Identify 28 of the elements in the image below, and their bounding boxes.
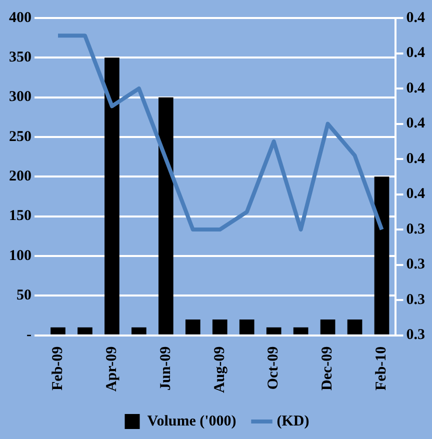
x-tick-label: Apr-09 bbox=[104, 346, 120, 392]
x-tick-label: Dec-09 bbox=[320, 346, 336, 390]
y-tick-label: 350 bbox=[9, 50, 32, 66]
y2-tick-label: 0.4 bbox=[406, 150, 426, 167]
y-tick-label: 100 bbox=[9, 248, 32, 264]
x-tick-label: Oct-09 bbox=[266, 346, 282, 390]
y2-tick-label: 0.4 bbox=[406, 186, 426, 202]
y-tick-label: - bbox=[26, 327, 32, 344]
y-tick-label: 50 bbox=[16, 288, 32, 304]
y2-tick-label: 0.3 bbox=[406, 256, 425, 273]
x-tick-label: Feb-10 bbox=[374, 346, 390, 390]
y-tick-label: 200 bbox=[9, 168, 32, 185]
x-tick-label: Feb-09 bbox=[50, 346, 66, 390]
y2-tick-label: 0.3 bbox=[406, 327, 425, 344]
legend-label: Volume ('000) bbox=[147, 413, 236, 430]
y2-tick-label: 0.4 bbox=[406, 116, 426, 132]
x-tick-label: Jun-09 bbox=[158, 346, 174, 391]
y2-tick-label: 0.4 bbox=[406, 10, 426, 26]
y2-tick-label: 0.4 bbox=[406, 45, 426, 62]
x-tick-label: Aug-09 bbox=[212, 346, 228, 393]
legend-label: (KD) bbox=[276, 413, 310, 430]
y-tick-label: 400 bbox=[9, 10, 32, 26]
y-tick-label: 250 bbox=[9, 128, 32, 145]
y2-tick-label: 0.4 bbox=[406, 80, 426, 96]
y-tick-label: 300 bbox=[9, 89, 32, 106]
y-tick-label: 150 bbox=[9, 208, 32, 224]
y2-tick-label: 0.3 bbox=[406, 221, 425, 238]
y2-tick-label: 0.3 bbox=[406, 292, 425, 308]
